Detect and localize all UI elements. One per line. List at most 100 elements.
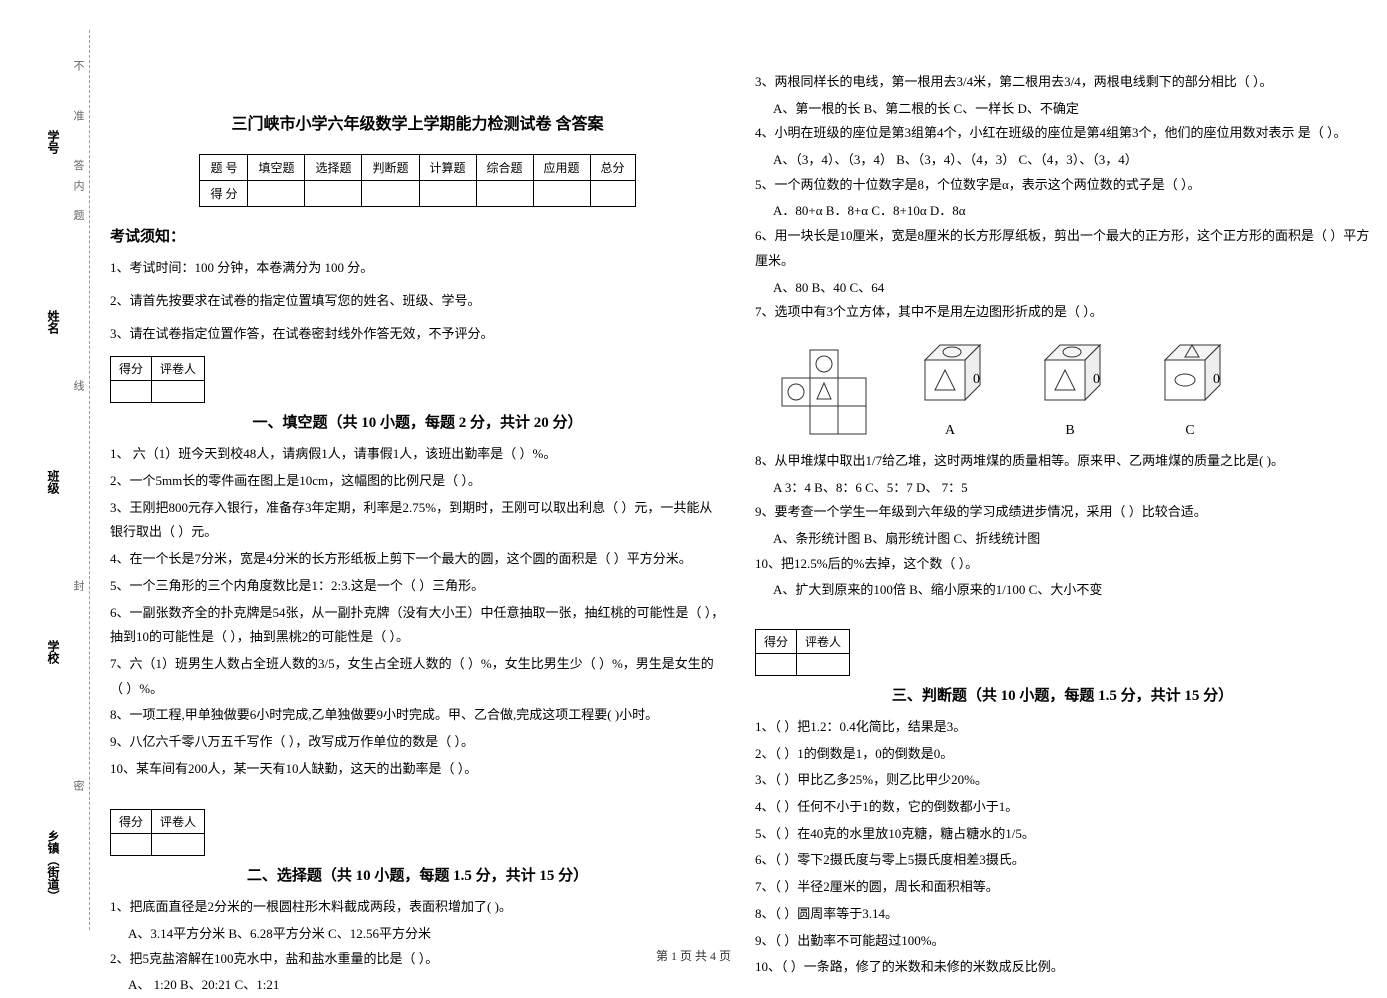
fill-q8: 8、一项工程,甲单独做要6小时完成,乙单独做要9小时完成。甲、乙合做,完成这项工…: [110, 703, 725, 728]
svg-text:0: 0: [1213, 372, 1220, 387]
section-2-heading: 二、选择题（共 10 小题，每题 1.5 分，共计 15 分）: [110, 864, 725, 885]
judge-q8: 8、（ ）圆周率等于3.14。: [755, 902, 1370, 927]
judge-q7: 7、（ ）半径2厘米的圆，周长和面积相等。: [755, 875, 1370, 900]
th-judge: 判断题: [362, 155, 419, 181]
cube-option-b: 0 B: [1025, 335, 1115, 439]
choice-q8: 8、从甲堆煤中取出1/7给乙堆，这时两堆煤的质量相等。原来甲、乙两堆煤的质量之比…: [755, 449, 1370, 474]
binding-label-id: 学号: [45, 130, 62, 154]
th-num: 题 号: [200, 155, 248, 181]
score-blank: [756, 654, 797, 676]
choice-q5: 5、一个两位数的十位数字是8，个位数字是α，表示这个两位数的式子是（ ）。: [755, 173, 1370, 198]
table-row: 得 分: [200, 181, 635, 207]
binding-label-township: 乡镇（街道）: [45, 830, 62, 902]
shape-label-b: B: [1025, 423, 1115, 439]
score-label: 得分: [111, 357, 152, 381]
th-app: 应用题: [533, 155, 590, 181]
left-column: 三门峡市小学六年级数学上学期能力检测试卷 含答案 题 号 填空题 选择题 判断题…: [110, 30, 725, 998]
judge-q5: 5、（ ）在40克的水里放10克糖，糖占糖水的1/5。: [755, 822, 1370, 847]
score-blank: [111, 834, 152, 856]
cube-net-unfolded: [775, 345, 875, 439]
page-footer: 第 1 页 共 4 页: [0, 947, 1387, 964]
choice-q7: 7、选项中有3个立方体，其中不是用左边图形折成的是（ ）。: [755, 300, 1370, 325]
cube-a-svg: 0: [905, 335, 995, 415]
judge-q2: 2、（ ）1的倒数是1，0的倒数是0。: [755, 742, 1370, 767]
binding-label-class: 班级: [45, 470, 62, 494]
reviewer-label: 评卷人: [152, 810, 205, 834]
shape-label-c: C: [1145, 423, 1235, 439]
notice-item-3: 3、请在试卷指定位置作答，在试卷密封线外作答无效，不予评分。: [110, 324, 725, 345]
fill-q1: 1、 六（1）班今天到校48人，请病假1人，请事假1人，该班出勤率是（ ）%。: [110, 442, 725, 467]
choice-q4-opts: A、（3，4）、（3，4） B、（3，4）、（4，3） C、（4，3）、（3，4…: [755, 148, 1370, 173]
notice-item-1: 1、考试时间：100 分钟，本卷满分为 100 分。: [110, 258, 725, 279]
svg-text:0: 0: [1093, 372, 1100, 387]
net-diagram: [775, 345, 875, 435]
fill-q2: 2、一个5mm长的零件画在图上是10cm，这幅图的比例尺是（ ）。: [110, 469, 725, 494]
seal-line-1: 密: [70, 780, 86, 809]
seal-line-3: 线: [70, 380, 86, 409]
choice-q1-opts: A、3.14平方分米 B、6.28平方分米 C、12.56平方分米: [110, 922, 725, 947]
seal-line-5: 不 准 答 题: [70, 60, 86, 238]
th-total: 总分: [590, 155, 635, 181]
cube-option-c: 0 C: [1145, 335, 1235, 439]
choice-q2-opts: A、 1:20 B、20:21 C、1:21: [110, 973, 725, 998]
score-label: 得分: [111, 810, 152, 834]
td-blank: [533, 181, 590, 207]
seal-line-2: 封: [70, 580, 86, 609]
th-choice: 选择题: [305, 155, 362, 181]
choice-q9-opts: A、条形统计图 B、扇形统计图 C、折线统计图: [755, 527, 1370, 552]
fill-q7: 7、六（1）班男生人数占全班人数的3/5，女生占全班人数的（ ）%，女生比男生少…: [110, 652, 725, 701]
choice-q8-opts: A 3：4 B、8：6 C、5：7 D、 7：5: [755, 476, 1370, 501]
choice-q5-opts: A．80+α B．8+α C．8+10α D．8α: [755, 199, 1370, 224]
score-summary-table: 题 号 填空题 选择题 判断题 计算题 综合题 应用题 总分 得 分: [199, 154, 635, 207]
fill-q4: 4、在一个长是7分米，宽是4分米的长方形纸板上剪下一个最大的圆，这个圆的面积是（…: [110, 547, 725, 572]
judge-q3: 3、（ ）甲比乙多25%，则乙比甲少20%。: [755, 768, 1370, 793]
exam-title: 三门峡市小学六年级数学上学期能力检测试卷 含答案: [110, 110, 725, 134]
svg-text:0: 0: [973, 372, 980, 387]
table-row: 题 号 填空题 选择题 判断题 计算题 综合题 应用题 总分: [200, 155, 635, 181]
section-score-box-3: 得分评卷人: [755, 629, 850, 676]
choice-q4: 4、小明在班级的座位是第3组第4个，小红在班级的座位是第4组第3个，他们的座位用…: [755, 121, 1370, 146]
cube-net-shapes: 0 A 0 B: [775, 335, 1370, 439]
fill-q6: 6、一副张数齐全的扑克牌是54张，从一副扑克牌（没有大小王）中任意抽取一张，抽红…: [110, 601, 725, 650]
td-blank: [248, 181, 305, 207]
score-label: 得分: [756, 630, 797, 654]
td-blank: [590, 181, 635, 207]
right-column: 3、两根同样长的电线，第一根用去3/4米，第二根用去3/4，两根电线剩下的部分相…: [755, 30, 1370, 998]
reviewer-blank: [152, 381, 205, 403]
binding-label-school: 学校: [45, 640, 62, 664]
choice-q3: 3、两根同样长的电线，第一根用去3/4米，第二根用去3/4，两根电线剩下的部分相…: [755, 70, 1370, 95]
fill-q10: 10、某车间有200人，某一天有10人缺勤，这天的出勤率是（ ）。: [110, 757, 725, 782]
judge-q6: 6、（ ）零下2摄氏度与零上5摄氏度相差3摄氏。: [755, 848, 1370, 873]
td-blank: [362, 181, 419, 207]
reviewer-label: 评卷人: [152, 357, 205, 381]
reviewer-label: 评卷人: [797, 630, 850, 654]
section-score-box-2: 得分评卷人: [110, 809, 205, 856]
shape-label-a: A: [905, 423, 995, 439]
cube-option-a: 0 A: [905, 335, 995, 439]
td-blank: [419, 181, 476, 207]
choice-q6: 6、用一块长是10厘米，宽是8厘米的长方形厚纸板，剪出一个最大的正方形，这个正方…: [755, 224, 1370, 273]
section-score-box-1: 得分评卷人: [110, 356, 205, 403]
fill-q3: 3、王刚把800元存入银行，准备存3年定期，利率是2.75%，到期时，王刚可以取…: [110, 496, 725, 545]
cube-b-svg: 0: [1025, 335, 1115, 415]
fill-q9: 9、八亿六千零八万五千写作（ ），改写成万作单位的数是（ ）。: [110, 730, 725, 755]
td-blank: [305, 181, 362, 207]
choice-q9: 9、要考查一个学生一年级到六年级的学习成绩进步情况，采用（ ）比较合适。: [755, 500, 1370, 525]
judge-q4: 4、（ ）任何不小于1的数，它的倒数都小于1。: [755, 795, 1370, 820]
th-comp: 综合题: [476, 155, 533, 181]
choice-q10-opts: A、扩大到原来的100倍 B、缩小原来的1/100 C、大小不变: [755, 578, 1370, 603]
reviewer-blank: [797, 654, 850, 676]
binding-label-name: 姓名: [45, 310, 62, 334]
choice-q1: 1、把底面直径是2分米的一根圆柱形木料截成两段，表面积增加了( )。: [110, 895, 725, 920]
cube-c-svg: 0: [1145, 335, 1235, 415]
td-score-label: 得 分: [200, 181, 248, 207]
choice-q3-opts: A、第一根的长 B、第二根的长 C、一样长 D、不确定: [755, 97, 1370, 122]
th-calc: 计算题: [419, 155, 476, 181]
choice-q10: 10、把12.5%后的%去掉，这个数（ ）。: [755, 552, 1370, 577]
fill-q5: 5、一个三角形的三个内角度数比是1：2:3.这是一个（ ）三角形。: [110, 574, 725, 599]
section-1-heading: 一、填空题（共 10 小题，每题 2 分，共计 20 分）: [110, 411, 725, 432]
score-blank: [111, 381, 152, 403]
choice-q6-opts: A、80 B、40 C、64: [755, 276, 1370, 301]
td-blank: [476, 181, 533, 207]
notice-heading: 考试须知：: [110, 225, 725, 246]
